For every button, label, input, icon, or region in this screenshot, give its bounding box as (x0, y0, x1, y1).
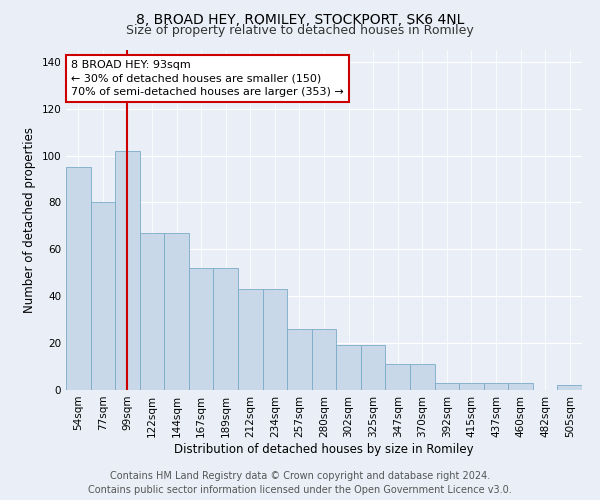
Bar (189, 268, 214, 390)
Bar (287, 329, 312, 390)
Bar (385, 364, 410, 390)
Bar (66, 167, 91, 390)
Bar (459, 383, 484, 390)
Bar (164, 233, 189, 390)
X-axis label: Distribution of detached houses by size in Romiley: Distribution of detached houses by size … (174, 442, 474, 456)
Bar (115, 151, 140, 390)
Bar (557, 386, 582, 390)
Bar (312, 329, 336, 390)
Bar (484, 383, 508, 390)
Bar (361, 346, 385, 390)
Bar (140, 233, 164, 390)
Bar (410, 364, 434, 390)
Bar (263, 289, 287, 390)
Text: Size of property relative to detached houses in Romiley: Size of property relative to detached ho… (126, 24, 474, 37)
Bar (434, 383, 459, 390)
Text: Contains HM Land Registry data © Crown copyright and database right 2024.
Contai: Contains HM Land Registry data © Crown c… (88, 471, 512, 495)
Text: 8 BROAD HEY: 93sqm
← 30% of detached houses are smaller (150)
70% of semi-detach: 8 BROAD HEY: 93sqm ← 30% of detached hou… (71, 60, 344, 96)
Text: 8, BROAD HEY, ROMILEY, STOCKPORT, SK6 4NL: 8, BROAD HEY, ROMILEY, STOCKPORT, SK6 4N… (136, 12, 464, 26)
Bar (238, 289, 263, 390)
Bar (214, 268, 238, 390)
Bar (508, 383, 533, 390)
Bar (336, 346, 361, 390)
Bar (91, 202, 115, 390)
Y-axis label: Number of detached properties: Number of detached properties (23, 127, 36, 313)
